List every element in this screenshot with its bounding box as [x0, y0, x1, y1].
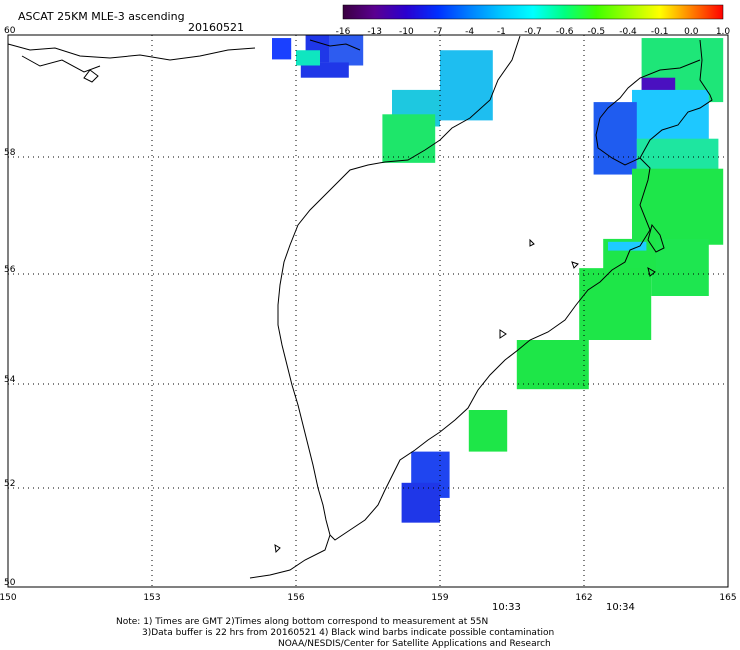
- lat-tick-label: 50: [4, 578, 16, 588]
- data-cell: [440, 50, 493, 121]
- data-cell: [272, 38, 292, 60]
- lat-tick-label: 60: [4, 26, 16, 36]
- colorbar-labels: -16 -13 -10 -7 -4 -1 -0.7 -0.6 -0.5 -0.4 -0.1 0.0 1.…: [336, 27, 731, 37]
- lat-tick-label: 56: [4, 265, 16, 275]
- data-cell: [401, 482, 440, 523]
- map-frame: [7, 34, 729, 588]
- data-cell: [579, 268, 652, 340]
- time-label-2: 10:34: [606, 602, 635, 613]
- data-cell: [632, 168, 724, 245]
- lon-tick-label: 165: [719, 593, 736, 603]
- time-label-1: 10:33: [492, 602, 521, 613]
- lat-tick-label: 54: [4, 375, 16, 385]
- colorbar-tick-label: 0.0: [684, 27, 699, 37]
- lon-tick-label: 150: [0, 593, 17, 603]
- lon-tick-label: 153: [143, 593, 160, 603]
- colorbar-tick-label: -13: [367, 27, 382, 37]
- note-line-2: 3)Data buffer is 22 hrs from 20160521 4)…: [142, 628, 554, 638]
- data-cells: [272, 35, 724, 523]
- data-cell: [468, 410, 508, 452]
- lon-tick-label: 162: [575, 593, 592, 603]
- data-cell: [300, 62, 349, 78]
- colorbar-tick-label: -0.6: [556, 27, 574, 37]
- data-cell: [382, 114, 436, 163]
- colorbar-tick-label: -0.7: [524, 27, 542, 37]
- data-cell: [516, 340, 589, 390]
- lon-tick-label: 156: [287, 593, 304, 603]
- colorbar-tick-label: -1: [497, 27, 506, 37]
- latitude-labels: 60 58 56 54 52 50: [4, 26, 16, 588]
- data-cell: [296, 50, 320, 66]
- lat-tick-label: 58: [4, 148, 16, 158]
- figure-title: ASCAT 25KM MLE-3 ascending: [18, 10, 185, 23]
- lon-tick-label: 159: [431, 593, 448, 603]
- note-line-1: Note: 1) Times are GMT 2)Times along bot…: [116, 617, 488, 627]
- colorbar-tick-label: -0.4: [619, 27, 637, 37]
- note-line-3: NOAA/NESDIS/Center for Satellite Applica…: [278, 639, 551, 649]
- colorbar-tick-label: -0.5: [588, 27, 606, 37]
- data-cell: [608, 241, 647, 251]
- figure-date: 20160521: [188, 21, 244, 34]
- colorbar-tick-label: -10: [399, 27, 414, 37]
- longitude-labels: 150 153 156 159 162 165: [0, 593, 737, 603]
- colorbar-tick-label: -4: [465, 27, 474, 37]
- colorbar: [342, 4, 724, 20]
- colorbar-tick-label: 1.0: [716, 27, 731, 37]
- data-cell: [651, 238, 709, 296]
- colorbar-scale: [342, 4, 724, 20]
- colorbar-tick-label: -16: [336, 27, 351, 37]
- lat-tick-label: 52: [4, 479, 15, 489]
- colorbar-tick-label: -0.1: [651, 27, 669, 37]
- colorbar-tick-label: -7: [434, 27, 443, 37]
- coastline: [7, 35, 713, 579]
- data-cell: [593, 102, 637, 175]
- data-cell: [329, 35, 364, 66]
